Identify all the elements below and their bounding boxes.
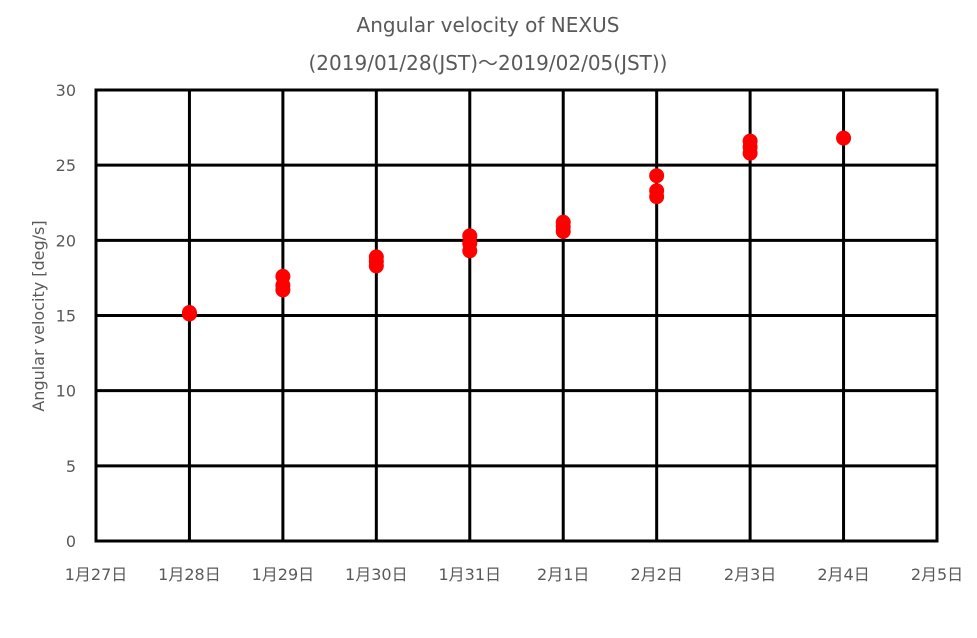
data-points <box>181 130 852 322</box>
data-point <box>368 249 384 265</box>
data-point <box>649 183 665 199</box>
x-tick-label: 2月4日 <box>817 565 869 584</box>
data-point <box>836 130 852 146</box>
y-tick-labels: 0 5 10 15 20 25 30 <box>56 81 76 551</box>
x-tick-label: 1月30日 <box>345 565 408 584</box>
plot-frame <box>94 88 939 543</box>
x-tick-label: 2月2日 <box>630 565 682 584</box>
x-tick-label: 1月27日 <box>65 565 128 584</box>
y-tick-label: 25 <box>56 156 76 175</box>
y-tick-label: 10 <box>56 382 76 401</box>
x-tick-label: 2月3日 <box>724 565 776 584</box>
y-tick-label: 15 <box>56 307 76 326</box>
data-point <box>742 133 758 149</box>
y-tick-label: 20 <box>56 231 76 250</box>
chart-title-line2: (2019/01/28(JST)～2019/02/05(JST)) <box>309 51 668 75</box>
x-tick-label: 2月5日 <box>911 565 963 584</box>
data-point <box>649 168 665 184</box>
x-tick-labels: 1月27日 1月28日 1月29日 1月30日 1月31日 2月1日 2月2日 2月3日 2月4… <box>65 565 963 584</box>
grid <box>94 88 939 543</box>
y-tick-label: 30 <box>56 81 76 100</box>
x-tick-label: 1月28日 <box>158 565 221 584</box>
x-tick-label: 1月31日 <box>439 565 502 584</box>
chart-title-line1: Angular velocity of NEXUS <box>357 13 620 37</box>
y-tick-label: 0 <box>66 532 76 551</box>
data-point <box>275 268 291 284</box>
x-tick-label: 1月29日 <box>252 565 315 584</box>
data-point <box>555 214 571 230</box>
y-axis-label: Angular velocity [deg/s] <box>29 220 48 411</box>
data-point <box>181 304 197 320</box>
y-tick-label: 5 <box>66 457 76 476</box>
x-tick-label: 2月1日 <box>537 565 589 584</box>
data-point <box>462 228 478 244</box>
